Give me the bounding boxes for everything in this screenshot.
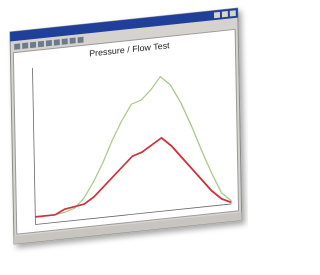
minimize-button[interactable]	[214, 12, 220, 18]
tool-button[interactable]	[54, 39, 60, 45]
tool-button[interactable]	[46, 40, 52, 46]
maximize-button[interactable]	[222, 11, 228, 17]
tool-button[interactable]	[78, 37, 84, 43]
close-button[interactable]	[230, 10, 236, 16]
tool-button[interactable]	[62, 38, 68, 44]
page: {"chart_data": {"type": "line", "title":…	[0, 0, 248, 275]
screenshot: Pressure / Flow Test	[0, 0, 248, 275]
tool-button[interactable]	[30, 42, 36, 48]
tool-button[interactable]	[38, 41, 44, 47]
chart-area	[13, 29, 238, 234]
tool-button[interactable]	[14, 43, 20, 49]
tool-button[interactable]	[22, 43, 28, 49]
app-window: Pressure / Flow Test	[10, 8, 242, 244]
tool-button[interactable]	[70, 38, 76, 44]
